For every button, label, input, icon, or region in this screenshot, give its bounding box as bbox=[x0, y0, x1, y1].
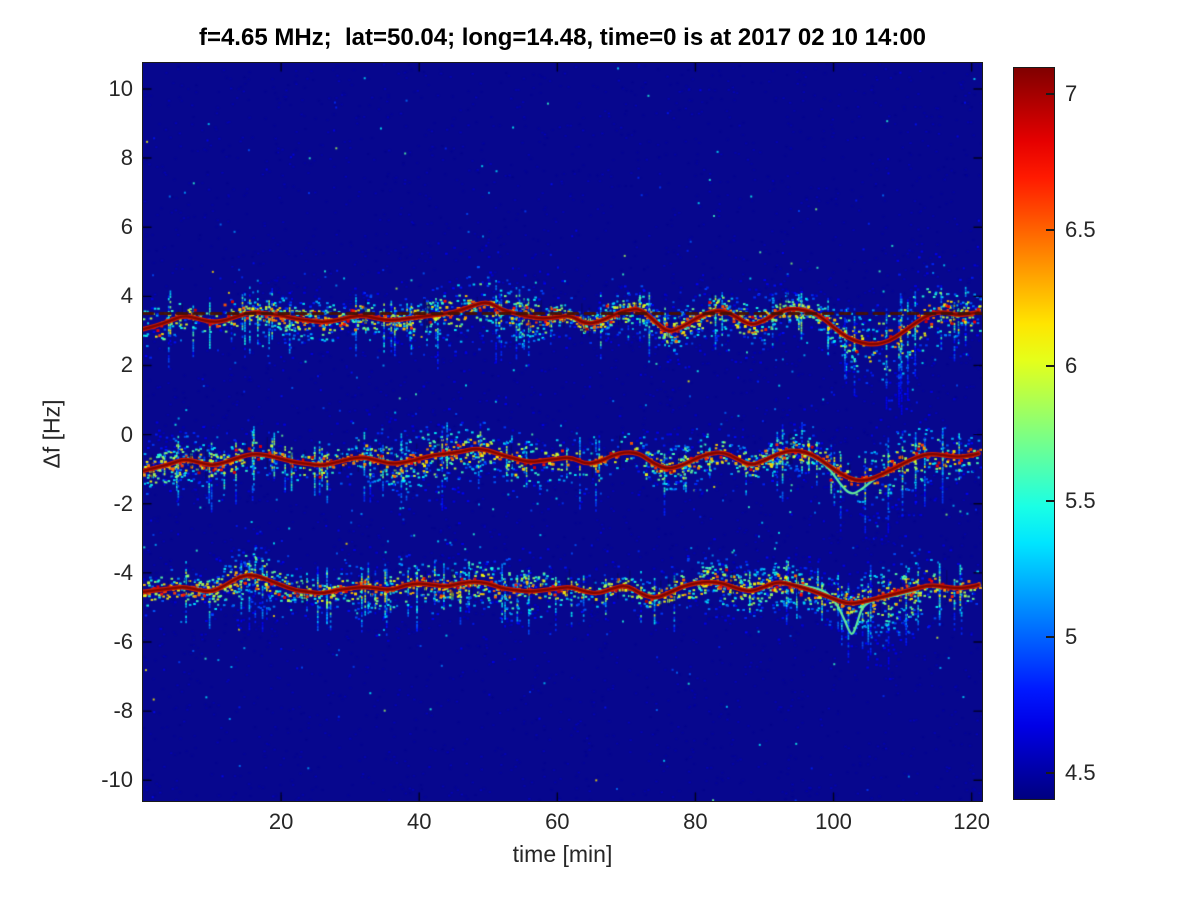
x-tick-label: 60 bbox=[545, 809, 570, 834]
plot-area bbox=[142, 62, 983, 802]
y-tick-label: 4 bbox=[120, 283, 133, 309]
colorbar bbox=[1013, 67, 1055, 800]
colorbar-tick-mark bbox=[1046, 364, 1055, 367]
x-tick-label: 80 bbox=[683, 809, 708, 834]
y-tick-label: -4 bbox=[113, 559, 133, 585]
spectrogram-canvas bbox=[143, 63, 982, 801]
x-tick-label: 40 bbox=[406, 809, 432, 834]
colorbar-tick-label: 5 bbox=[1065, 624, 1078, 650]
colorbar-tick-mark bbox=[1046, 771, 1055, 774]
colorbar-tick-mark bbox=[1046, 500, 1055, 503]
x-tick-label: 20 bbox=[268, 809, 294, 834]
y-tick-label: -8 bbox=[113, 698, 133, 724]
y-tick-label: 10 bbox=[108, 75, 133, 101]
y-tick-label: 2 bbox=[120, 352, 133, 378]
chart-title: f=4.65 MHz; lat=50.04; long=14.48, time=… bbox=[198, 24, 927, 51]
colorbar-tick-label: 7 bbox=[1065, 81, 1078, 107]
colorbar-tick-mark bbox=[1046, 228, 1055, 231]
y-tick-label: 6 bbox=[120, 214, 133, 240]
y-tick-label: -10 bbox=[101, 767, 133, 793]
colorbar-tick-mark bbox=[1046, 93, 1055, 96]
x-tick-label: 100 bbox=[815, 809, 852, 834]
y-tick-label: 0 bbox=[120, 421, 133, 447]
y-tick-label: -6 bbox=[113, 628, 133, 654]
colorbar-gradient bbox=[1014, 68, 1054, 799]
y-tick-label: -2 bbox=[113, 490, 133, 516]
y-tick-label: 8 bbox=[120, 145, 133, 171]
x-tick-label: 120 bbox=[953, 809, 990, 834]
x-axis-label: time [min] bbox=[512, 841, 613, 867]
colorbar-tick-label: 4.5 bbox=[1065, 759, 1096, 785]
colorbar-tick-label: 6.5 bbox=[1065, 216, 1096, 242]
colorbar-tick-mark bbox=[1046, 636, 1055, 639]
colorbar-tick-label: 6 bbox=[1065, 352, 1078, 378]
colorbar-tick-label: 5.5 bbox=[1065, 488, 1096, 514]
